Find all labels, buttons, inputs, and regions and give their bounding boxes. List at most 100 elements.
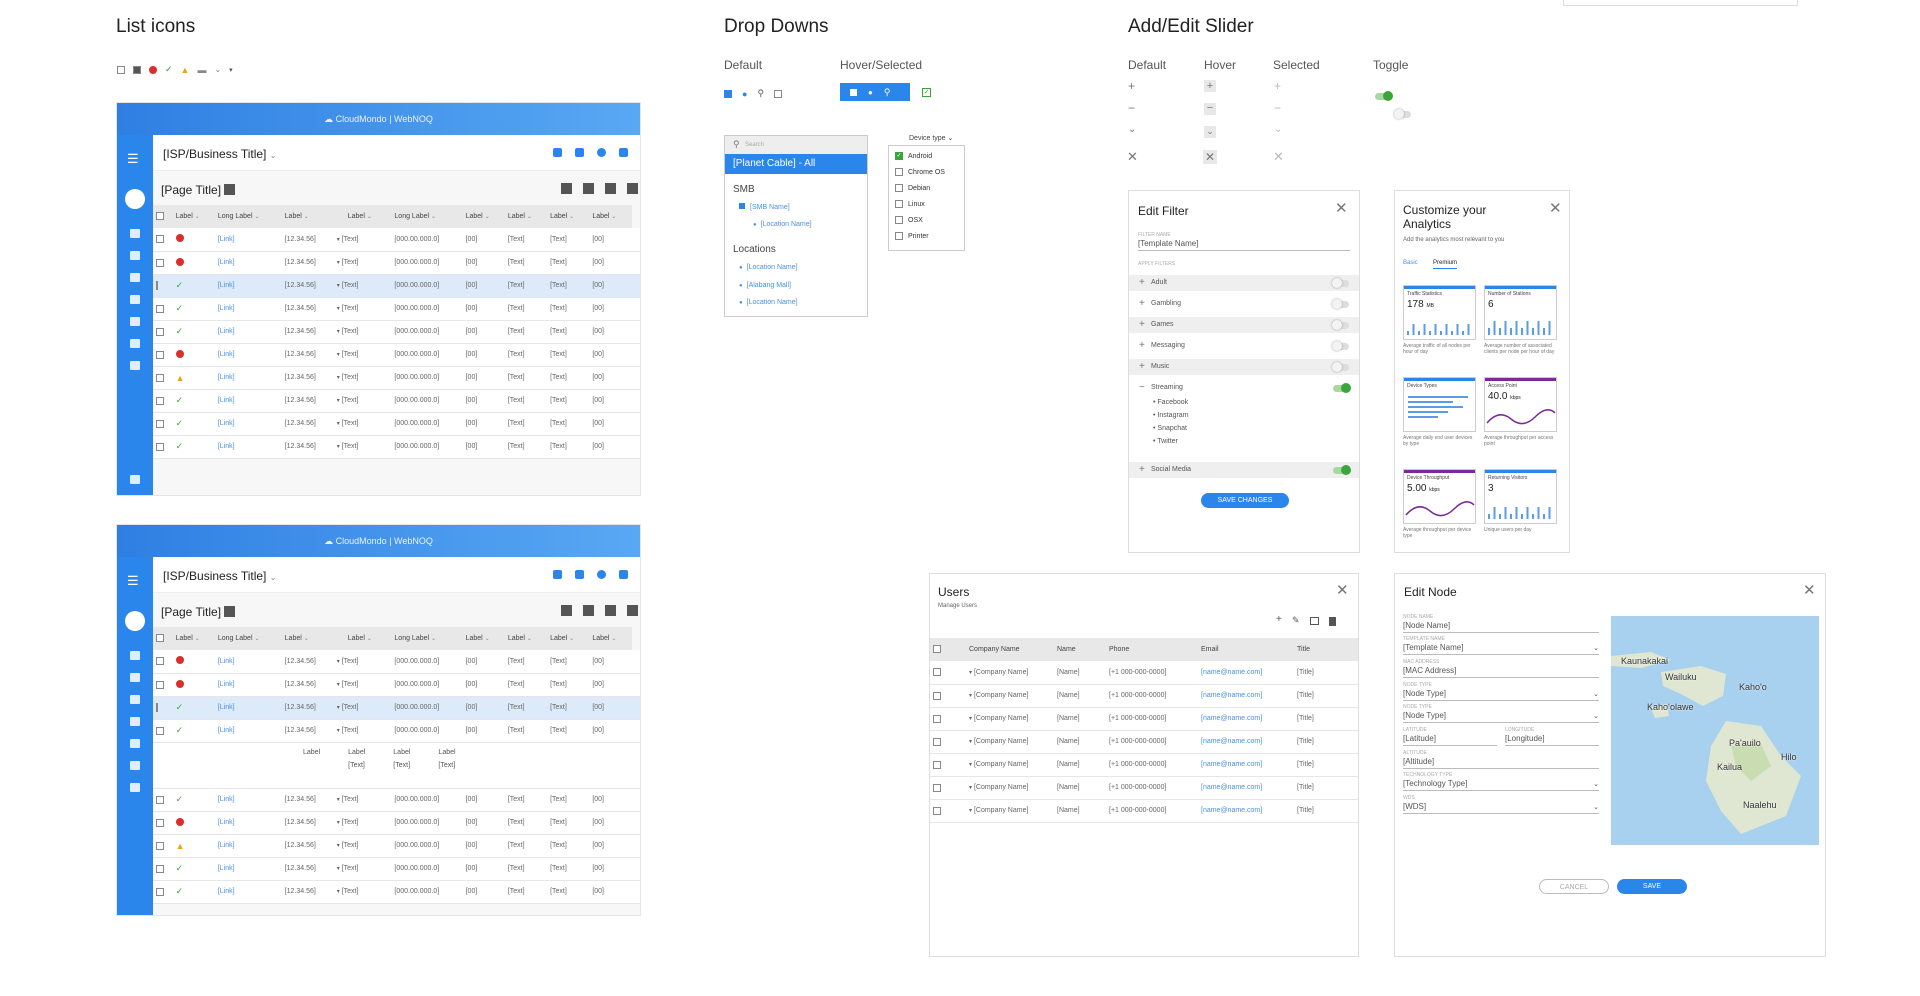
column-header[interactable]: Company Name xyxy=(966,638,1054,661)
action-icon[interactable] xyxy=(583,605,594,616)
business-title[interactable]: [ISP/Business Title] ⌄ xyxy=(163,147,277,161)
plus-icon[interactable]: + xyxy=(1128,79,1136,93)
chevron-down-icon[interactable]: ⌄ xyxy=(1274,124,1283,135)
node-field[interactable]: NODE NAME [Node Name] xyxy=(1403,614,1599,633)
select-all-header[interactable] xyxy=(153,627,173,650)
column-header[interactable]: Label ⌄ xyxy=(504,205,548,228)
minus-icon[interactable]: − xyxy=(1204,103,1216,115)
filter-row[interactable]: + Games xyxy=(1129,317,1359,333)
email-link[interactable]: [name@name.com] xyxy=(1198,753,1294,777)
action-icon[interactable] xyxy=(561,605,572,616)
row-expand[interactable]: ▾ [Text] xyxy=(333,274,392,298)
row-link[interactable]: [Link] xyxy=(214,435,282,459)
report-icon[interactable] xyxy=(130,317,140,326)
location-option[interactable]: ● [Location Name] xyxy=(753,221,812,228)
apps-grid-icon[interactable] xyxy=(619,148,628,157)
analytics-card[interactable]: Device Types xyxy=(1403,377,1476,432)
action-icon[interactable] xyxy=(583,183,594,194)
action-icon[interactable] xyxy=(605,605,616,616)
column-header[interactable]: Phone xyxy=(1106,638,1198,661)
chevron-down-icon[interactable]: ⌄ xyxy=(1128,124,1137,135)
row-link[interactable]: [Link] xyxy=(214,650,282,674)
column-header[interactable]: Label ⌄ xyxy=(504,627,548,650)
node-field[interactable]: TECHNOLOGY TYPE [Technology Type] ⌄ xyxy=(1403,772,1599,791)
search-input[interactable]: ⚲ Search xyxy=(725,136,867,154)
table-row[interactable]: ▲ [Link] [12.34.56] ▾ [Text] [000.00.000… xyxy=(153,834,640,858)
table-row[interactable]: ✓ [Link] [12.34.56] ▾ [Text] [000.00.000… xyxy=(153,297,640,321)
device-type-option[interactable]: Linux xyxy=(895,200,925,208)
row-expand[interactable]: ▾ [Text] xyxy=(333,389,392,413)
device-type-label[interactable]: Device type ⌄ xyxy=(909,135,954,142)
building-icon[interactable] xyxy=(850,88,857,96)
dashboard-icon[interactable] xyxy=(130,651,140,660)
column-header[interactable]: Label ⌄ xyxy=(547,627,590,650)
analytics-card[interactable]: Returning Visitors 3 xyxy=(1484,469,1557,524)
location-option[interactable]: ● [Location Name] xyxy=(739,299,798,306)
filter-row[interactable]: + Social Media xyxy=(1129,462,1359,478)
close-icon[interactable]: ✕ xyxy=(1203,150,1217,164)
node-field[interactable]: NODE TYPE [Node Type] ⌄ xyxy=(1403,682,1599,701)
column-header[interactable]: Label ⌄ xyxy=(281,205,334,228)
report-icon[interactable] xyxy=(130,739,140,748)
table-row[interactable]: ✓ [Link] [12.34.56] ▾ [Text] [000.00.000… xyxy=(153,788,640,812)
table-row[interactable]: ✓ [Link] [12.34.56] ▾ [Text] [000.00.000… xyxy=(153,435,640,459)
node-field[interactable]: NODE TYPE [Node Type] ⌄ xyxy=(1403,704,1599,723)
node-field[interactable]: LONGITUDE [Longitude] xyxy=(1505,727,1599,746)
minus-icon[interactable]: − xyxy=(1128,101,1136,115)
column-header[interactable]: Label ⌄ xyxy=(333,205,392,228)
location-pin-icon[interactable]: ● xyxy=(742,88,748,99)
email-link[interactable]: [name@name.com] xyxy=(1198,661,1294,685)
column-header[interactable]: Long Label ⌄ xyxy=(391,205,463,228)
menu-icon[interactable]: ☰ xyxy=(127,573,139,588)
minus-icon[interactable]: − xyxy=(1274,101,1282,115)
column-header[interactable]: Label ⌄ xyxy=(462,205,505,228)
table-row[interactable]: [Link] [12.34.56] ▾ [Text] [000.00.000.0… xyxy=(153,811,640,835)
row-expand[interactable]: ▾ [Text] xyxy=(333,343,392,367)
table-row[interactable]: ✓ [Link] [12.34.56] ▾ [Text] [000.00.000… xyxy=(153,719,640,743)
email-link[interactable]: [name@name.com] xyxy=(1198,730,1294,754)
column-header[interactable]: Label ⌄ xyxy=(281,627,334,650)
checkbox-icon[interactable] xyxy=(774,89,783,98)
analytics-card[interactable]: Number of Stations 6 xyxy=(1484,285,1557,340)
table-row[interactable]: ▾ [Company Name] [Name] [+1 000-000-0000] … xyxy=(930,707,1358,731)
filter-toggle[interactable] xyxy=(1333,383,1351,393)
row-link[interactable]: [Link] xyxy=(214,857,282,881)
table-row[interactable]: ▲ [Link] [12.34.56] ▾ [Text] [000.00.000… xyxy=(153,366,640,390)
users-icon[interactable] xyxy=(575,148,584,157)
row-expand[interactable]: ▾ [Text] xyxy=(333,673,392,697)
analytics-card[interactable]: Device Throughput 5.00 kbps xyxy=(1403,469,1476,524)
search-icon[interactable] xyxy=(553,570,562,579)
filter-toggle[interactable] xyxy=(1333,465,1351,475)
filter-row[interactable]: + Messaging xyxy=(1129,338,1359,354)
table-row[interactable]: ▾ [Company Name] [Name] [+1 000-000-0000] … xyxy=(930,730,1358,754)
action-icon[interactable] xyxy=(561,183,572,194)
location-option[interactable]: ● [Location Name] xyxy=(739,264,798,271)
row-expand[interactable]: ▾ [Text] xyxy=(333,834,392,858)
table-row[interactable]: ▾ [Company Name] [Name] [+1 000-000-0000] … xyxy=(930,776,1358,800)
node-field[interactable]: LATITUDE [Latitude] xyxy=(1403,727,1497,746)
table-row[interactable]: ✓ [Link] [12.34.56] ▾ [Text] [000.00.000… xyxy=(153,857,640,881)
avatar[interactable] xyxy=(125,611,145,631)
location-pin-icon[interactable]: ● xyxy=(868,87,873,97)
avatar[interactable] xyxy=(125,189,145,209)
column-header[interactable]: Long Label ⌄ xyxy=(214,627,282,650)
plus-icon[interactable]: + xyxy=(1274,79,1282,93)
smb-option[interactable]: [SMB Name] xyxy=(739,203,790,211)
business-title[interactable]: [ISP/Business Title] ⌄ xyxy=(163,569,277,583)
table-row[interactable]: ✓ [Link] [12.34.56] ▾ [Text] [000.00.000… xyxy=(153,274,640,298)
row-link[interactable]: [Link] xyxy=(214,320,282,344)
column-header[interactable]: Label ⌄ xyxy=(547,205,590,228)
column-header[interactable]: Label ⌄ xyxy=(172,205,215,228)
gear-icon[interactable] xyxy=(130,339,140,348)
device-type-option[interactable]: OSX xyxy=(895,216,923,224)
add-icon[interactable]: + xyxy=(1276,614,1282,625)
email-link[interactable]: [name@name.com] xyxy=(1198,776,1294,800)
column-header[interactable]: Label ⌄ xyxy=(462,627,505,650)
row-expand[interactable]: ▾ [Text] xyxy=(333,228,392,252)
export-icon[interactable] xyxy=(1310,617,1319,625)
column-header[interactable]: Title xyxy=(1294,638,1358,661)
row-link[interactable]: [Link] xyxy=(214,366,282,390)
chart-icon[interactable] xyxy=(130,717,140,726)
row-expand[interactable]: ▾ [Text] xyxy=(333,650,392,674)
row-link[interactable]: [Link] xyxy=(214,412,282,436)
